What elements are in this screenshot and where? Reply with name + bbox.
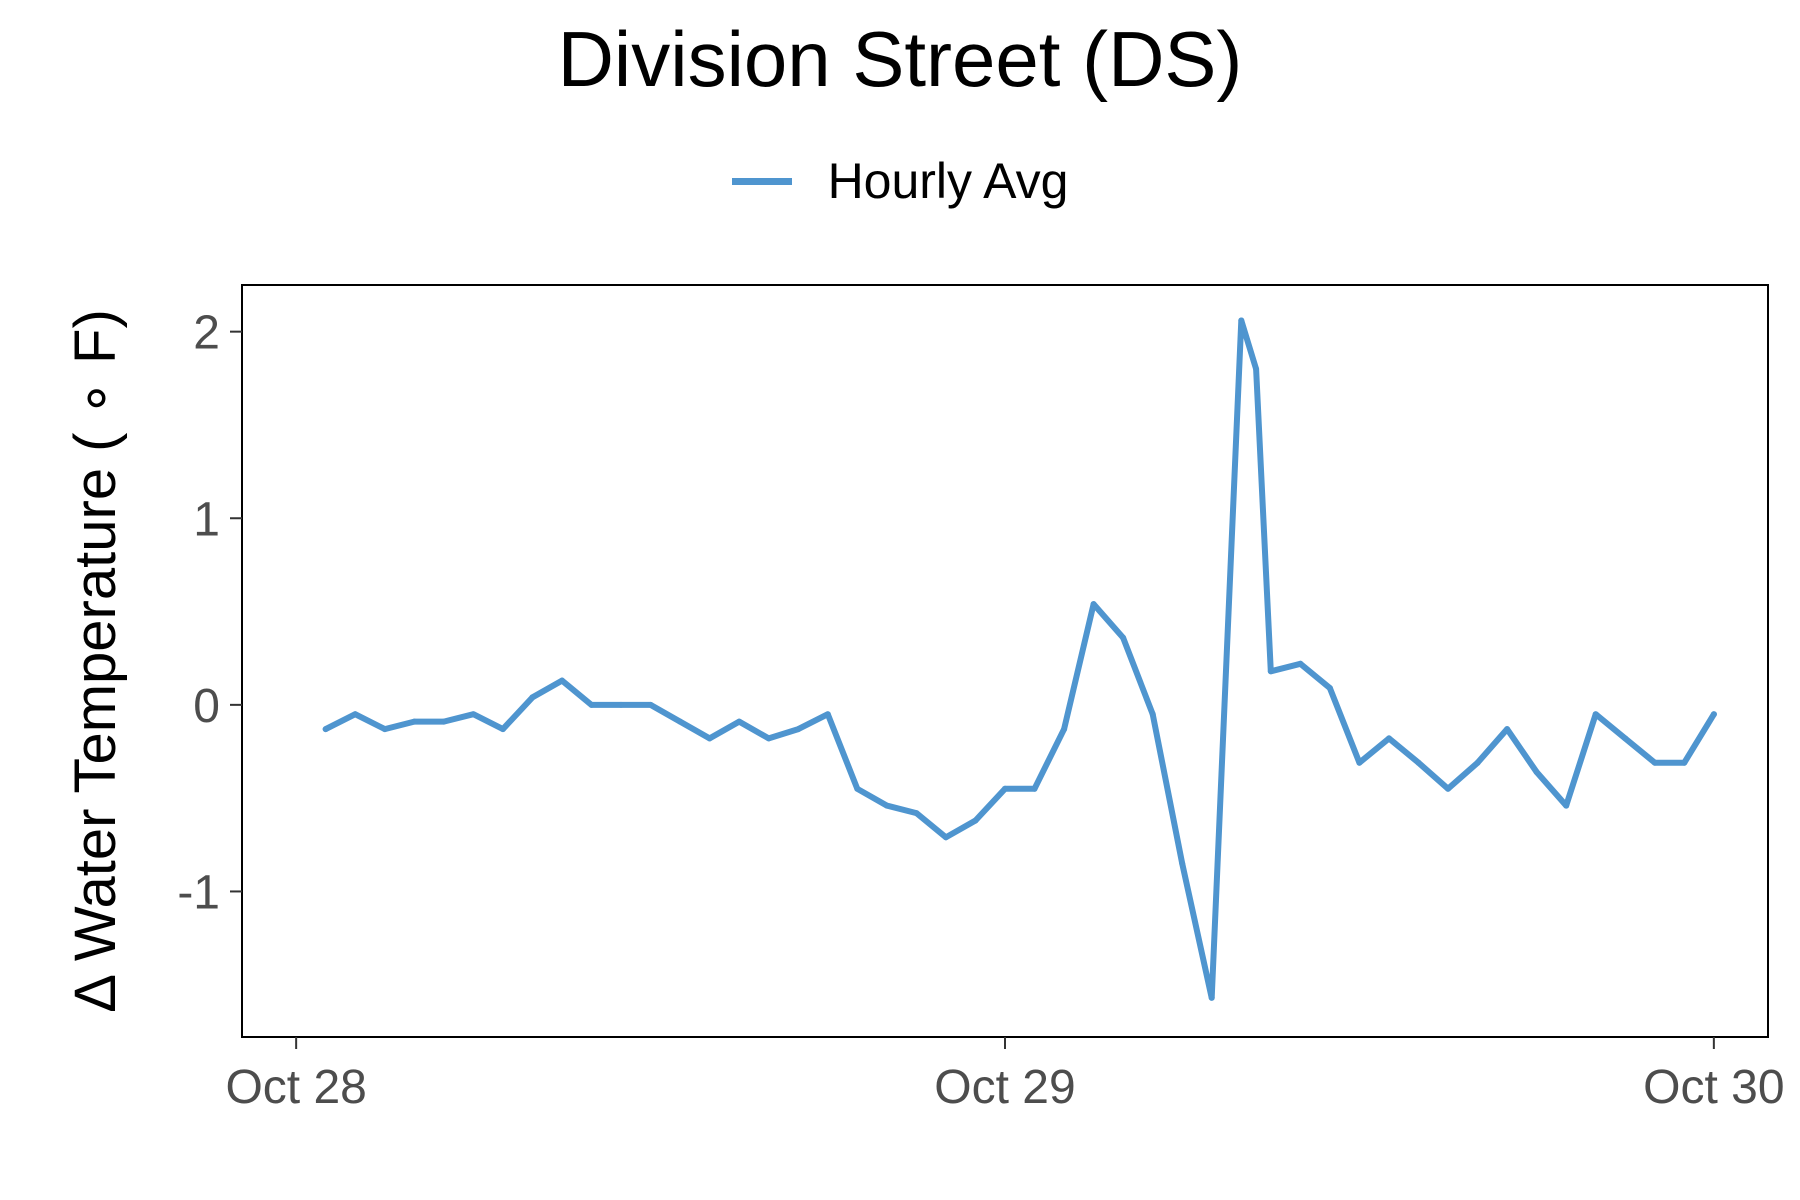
y-tick-label: 1 xyxy=(193,493,220,546)
chart-title: Division Street (DS) xyxy=(557,15,1243,103)
data-point xyxy=(1267,668,1274,675)
data-point xyxy=(1061,726,1068,733)
data-point xyxy=(440,718,447,725)
data-point xyxy=(1002,785,1008,792)
data-point xyxy=(499,726,506,733)
data-point xyxy=(1504,726,1511,733)
data-point xyxy=(1681,759,1688,766)
series-line-hourly-avg xyxy=(322,317,1717,1001)
data-point xyxy=(529,694,536,701)
data-point xyxy=(470,711,477,718)
data-point xyxy=(411,718,418,725)
data-point xyxy=(1386,735,1392,742)
data-point xyxy=(1031,785,1038,792)
y-tick-label: 0 xyxy=(193,680,220,733)
data-point xyxy=(352,711,359,718)
data-point xyxy=(883,802,890,809)
data-point xyxy=(972,817,979,824)
data-point xyxy=(1651,759,1658,766)
data-point xyxy=(1120,634,1127,641)
data-point xyxy=(1253,366,1260,372)
x-tick-label: Oct 30 xyxy=(1643,1061,1784,1114)
data-point xyxy=(854,785,861,792)
data-point xyxy=(677,718,684,725)
data-point xyxy=(706,735,713,742)
plot-panel-border xyxy=(241,284,1769,1038)
data-point xyxy=(942,834,949,841)
data-point xyxy=(795,726,802,733)
data-point xyxy=(618,701,624,708)
legend: Hourly Avg xyxy=(0,152,1800,210)
data-point xyxy=(1592,711,1599,718)
data-point xyxy=(1208,994,1215,1001)
data-point xyxy=(1179,860,1186,867)
data-point xyxy=(824,711,831,718)
data-point xyxy=(559,677,565,684)
data-point xyxy=(1415,759,1422,766)
data-point xyxy=(1356,759,1363,766)
data-point xyxy=(1149,711,1156,718)
data-point xyxy=(1563,802,1570,809)
y-tick-label: 2 xyxy=(193,307,220,360)
x-tick-label: Oct 28 xyxy=(225,1061,366,1114)
data-point xyxy=(322,726,329,733)
data-point xyxy=(913,810,920,817)
data-point xyxy=(1474,759,1481,766)
x-axis: Oct 28 Oct 29 Oct 30 xyxy=(225,1037,1785,1114)
data-point xyxy=(1710,711,1717,718)
data-point xyxy=(736,718,743,725)
data-point xyxy=(647,701,654,708)
legend-swatch-hourly-avg xyxy=(731,177,792,185)
legend-label-hourly-avg: Hourly Avg xyxy=(827,153,1069,209)
data-point xyxy=(765,735,772,742)
data-point xyxy=(1297,660,1304,667)
data-point xyxy=(1533,769,1540,775)
data-point xyxy=(1090,601,1097,608)
series-points-hourly-avg xyxy=(322,317,1717,1001)
data-point xyxy=(1622,735,1629,742)
data-point xyxy=(1326,685,1333,692)
y-axis: -1 0 1 2 xyxy=(177,307,242,919)
y-axis-title: Δ Water Temperature ( ∘ F) xyxy=(63,309,128,1013)
y-tick-label: -1 xyxy=(177,866,220,919)
data-point xyxy=(588,701,595,708)
data-point xyxy=(1238,317,1245,324)
x-tick-label: Oct 29 xyxy=(934,1061,1075,1114)
data-point xyxy=(381,726,388,733)
data-point xyxy=(1445,785,1451,792)
